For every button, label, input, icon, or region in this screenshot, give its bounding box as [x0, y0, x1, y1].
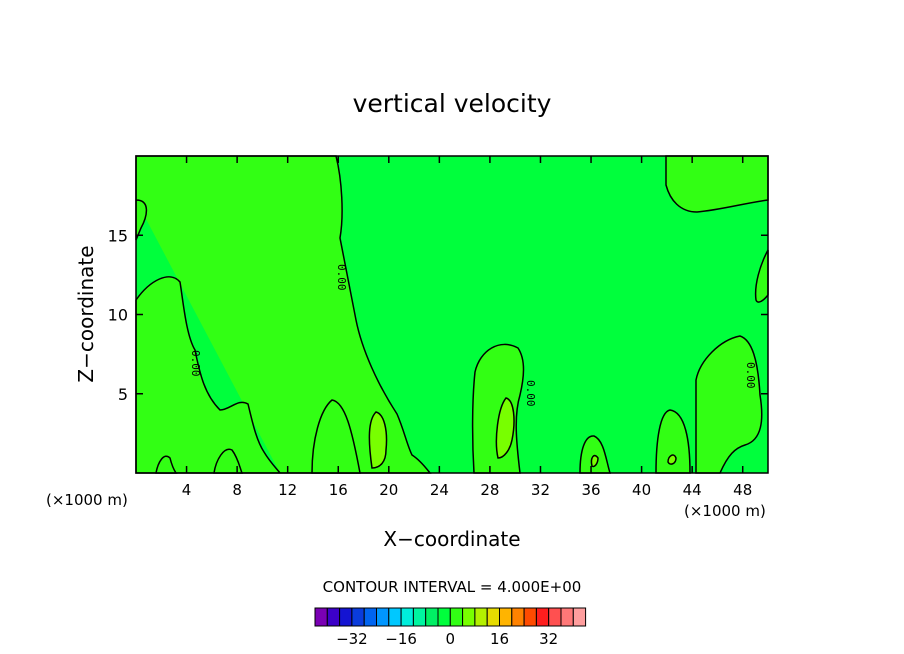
x-tick-label: 32: [531, 481, 550, 499]
colorbar-swatch: [363, 607, 378, 627]
colorbar-swatch: [412, 607, 427, 627]
x-unit-left: (×1000 m): [46, 491, 128, 509]
stronger-core-3: [667, 454, 677, 465]
stronger-core-1: [368, 411, 388, 469]
contour-label: 0.00: [744, 362, 757, 389]
y-tick-label: 10: [108, 306, 128, 325]
x-axis: 4 8 12 16 20 24 28 32 36 40 44 48: [182, 156, 752, 499]
x-tick-label: 36: [581, 481, 600, 499]
x-tick-label: 40: [632, 481, 651, 499]
colorbar-swatch: [511, 607, 525, 627]
x-tick-label: 12: [278, 481, 297, 499]
colorbar-swatch: [535, 607, 550, 627]
colorbar-swatch: [425, 607, 439, 627]
colorbar-tick-label: 0: [446, 630, 456, 648]
x-unit-right: (×1000 m): [684, 502, 766, 520]
positive-region-surface-1: [311, 399, 361, 474]
positive-region-surface-5: [213, 448, 244, 474]
positive-region-left: [135, 155, 432, 474]
y-tick-label: 5: [118, 385, 128, 404]
positive-region-right-mid: [695, 335, 763, 474]
colorbar-tick-label: −32: [336, 630, 368, 648]
colorbar-tick-label: 32: [539, 630, 558, 648]
colorbar-swatch: [314, 607, 328, 627]
chart-title: vertical velocity: [353, 89, 552, 118]
positive-region-right-edge: [754, 249, 769, 303]
colorbar-swatch: [548, 607, 562, 627]
colorbar-swatch: [486, 607, 501, 627]
x-tick-label: 24: [430, 481, 449, 499]
colorbar-swatch: [523, 607, 537, 627]
colorbar-swatch: [400, 607, 414, 627]
positive-region-surface-4: [155, 455, 178, 474]
stronger-core-2: [495, 397, 515, 459]
x-axis-label: X−coordinate: [383, 527, 520, 551]
colorbar-swatch: [388, 607, 402, 627]
colorbar-swatch: [449, 607, 464, 627]
plot-area: 0.00 0.00 0.00 0.00: [135, 155, 769, 474]
colorbar-swatch: [326, 607, 341, 627]
x-tick-label: 4: [182, 481, 192, 499]
x-tick-label: 20: [379, 481, 398, 499]
y-axis: 5 10 15: [108, 226, 768, 404]
contour-interval: CONTOUR INTERVAL = 4.000E+00: [323, 578, 582, 596]
x-tick-label: 8: [232, 481, 242, 499]
colorbar-swatch: [499, 607, 513, 627]
positive-region-surface-2: [579, 435, 612, 474]
contour-label: 0.00: [335, 264, 348, 291]
x-tick-label: 16: [329, 481, 348, 499]
x-tick-label: 44: [683, 481, 702, 499]
contour-labels: 0.00 0.00 0.00 0.00: [189, 264, 757, 407]
colorbar-tick-label: −16: [385, 630, 417, 648]
colorbar-swatch: [376, 607, 390, 627]
colorbar-swatch: [351, 607, 365, 627]
positive-region-surface-3: [655, 409, 691, 474]
colorbar-swatch: [339, 607, 353, 627]
colorbar: −32 −16 0 16 32: [314, 607, 587, 648]
colorbar-swatch: [437, 607, 451, 627]
contour-label: 0.00: [189, 350, 202, 377]
y-tick-label: 15: [108, 226, 128, 245]
x-tick-label: 28: [480, 481, 499, 499]
colorbar-tick-label: 16: [490, 630, 509, 648]
colorbar-swatch: [560, 607, 574, 627]
colorbar-swatch: [474, 607, 488, 627]
y-axis-label: Z−coordinate: [74, 245, 98, 382]
colorbar-swatch: [462, 607, 476, 627]
positive-region-right-top: [665, 155, 769, 213]
x-tick-label: 48: [733, 481, 752, 499]
colorbar-swatch: [572, 607, 587, 627]
contour-label: 0.00: [524, 380, 537, 407]
stronger-core-4: [590, 454, 599, 468]
